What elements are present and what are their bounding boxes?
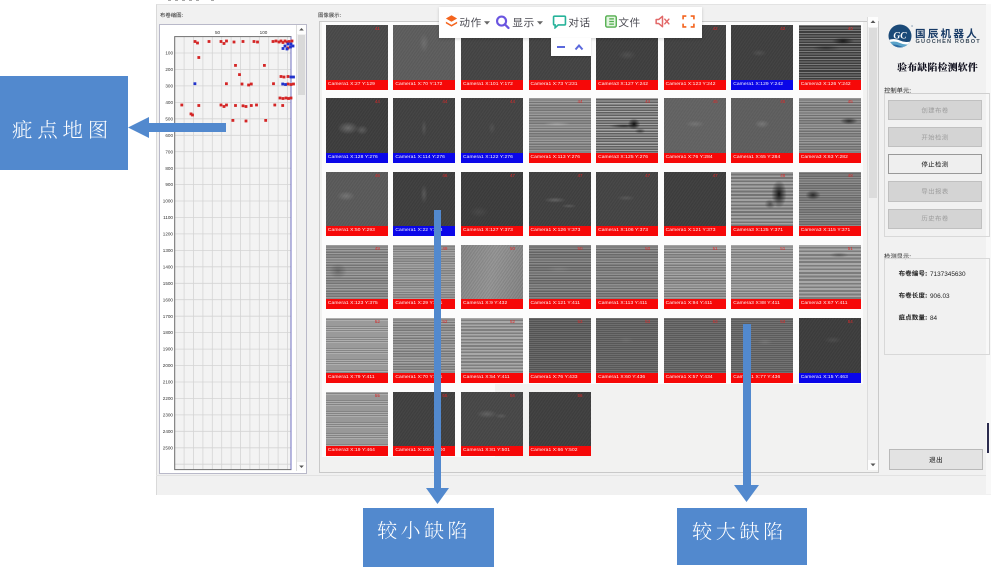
svg-text:500: 500 — [165, 116, 173, 121]
svg-text:™: ™ — [911, 25, 913, 29]
svg-text:1200: 1200 — [163, 232, 174, 237]
svg-text:2400: 2400 — [163, 429, 174, 434]
svg-text:84: 84 — [930, 314, 938, 321]
svg-text:2500: 2500 — [163, 445, 174, 450]
svg-text:2200: 2200 — [163, 396, 174, 401]
svg-text:800: 800 — [165, 166, 173, 171]
svg-text:50: 50 — [215, 30, 221, 35]
svg-text:2000: 2000 — [163, 363, 174, 368]
svg-text:1600: 1600 — [163, 297, 174, 302]
svg-text:1300: 1300 — [163, 248, 174, 253]
svg-text:100: 100 — [165, 51, 173, 56]
svg-text:GC: GC — [893, 32, 907, 42]
svg-text:1100: 1100 — [163, 215, 173, 220]
svg-text:1000: 1000 — [163, 199, 174, 204]
svg-text:600: 600 — [165, 133, 173, 138]
svg-text:7137345630: 7137345630 — [930, 270, 966, 277]
svg-text:1400: 1400 — [163, 264, 174, 269]
svg-text:100: 100 — [260, 30, 268, 35]
svg-text:1800: 1800 — [163, 330, 174, 335]
svg-text:900: 900 — [165, 182, 173, 187]
svg-text:200: 200 — [165, 67, 173, 72]
svg-text:906.03: 906.03 — [930, 292, 950, 299]
svg-text:300: 300 — [165, 84, 173, 89]
svg-text:1500: 1500 — [163, 281, 174, 286]
svg-text:1700: 1700 — [163, 314, 174, 319]
svg-text:2100: 2100 — [163, 380, 174, 385]
svg-text:1900: 1900 — [163, 347, 174, 352]
svg-text:400: 400 — [165, 100, 173, 105]
svg-text:2300: 2300 — [163, 413, 174, 418]
svg-text:700: 700 — [165, 149, 173, 154]
